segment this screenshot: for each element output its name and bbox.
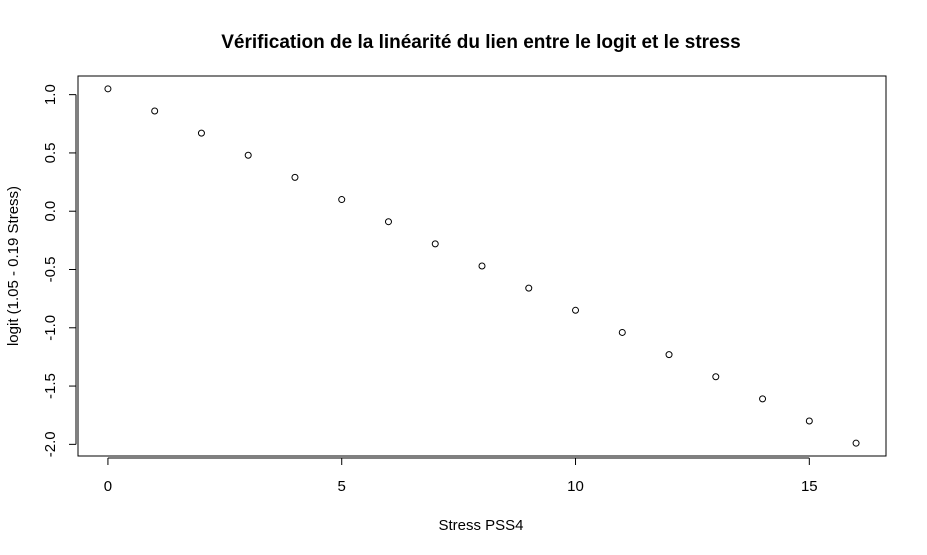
y-tick-label: -0.5: [42, 257, 59, 283]
x-axis-label: Stress PSS4: [438, 517, 523, 534]
y-tick-label: 1.0: [42, 84, 59, 105]
data-point: [712, 373, 720, 381]
y-tick-label: 0.0: [42, 201, 59, 222]
data-point: [338, 196, 346, 204]
chart-title: Vérification de la linéarité du lien ent…: [221, 32, 741, 53]
data-point: [618, 328, 626, 336]
x-tick-label: 0: [104, 478, 112, 495]
y-tick-label: -2.0: [42, 431, 59, 457]
y-tick-label: -1.0: [42, 315, 59, 341]
x-axis: 0 5 10 15: [104, 457, 818, 495]
y-axis-label: logit (1.05 - 0.19 Stress): [5, 186, 22, 346]
data-point: [478, 262, 486, 270]
data-point: [665, 351, 673, 359]
x-tick-label: 10: [567, 478, 584, 495]
y-tick-label: 0.5: [42, 143, 59, 164]
data-point: [852, 439, 860, 447]
data-point: [244, 151, 252, 159]
data-point: [197, 129, 205, 137]
x-tick-label: 15: [801, 478, 818, 495]
x-tick-label: 5: [338, 478, 346, 495]
y-tick-label: -1.5: [42, 373, 59, 399]
data-point: [431, 240, 439, 248]
data-point: [572, 306, 580, 314]
y-axis: -2.0 -1.5 -1.0 -0.5 0.0 0.5 1.0: [42, 84, 77, 457]
data-point: [291, 173, 299, 181]
data-point: [151, 107, 159, 115]
data-point: [759, 395, 767, 403]
data-point: [104, 85, 112, 93]
data-point: [384, 218, 392, 226]
data-point: [805, 417, 813, 425]
plot-frame: [77, 75, 887, 457]
data-points: [104, 85, 860, 447]
data-point: [525, 284, 533, 292]
